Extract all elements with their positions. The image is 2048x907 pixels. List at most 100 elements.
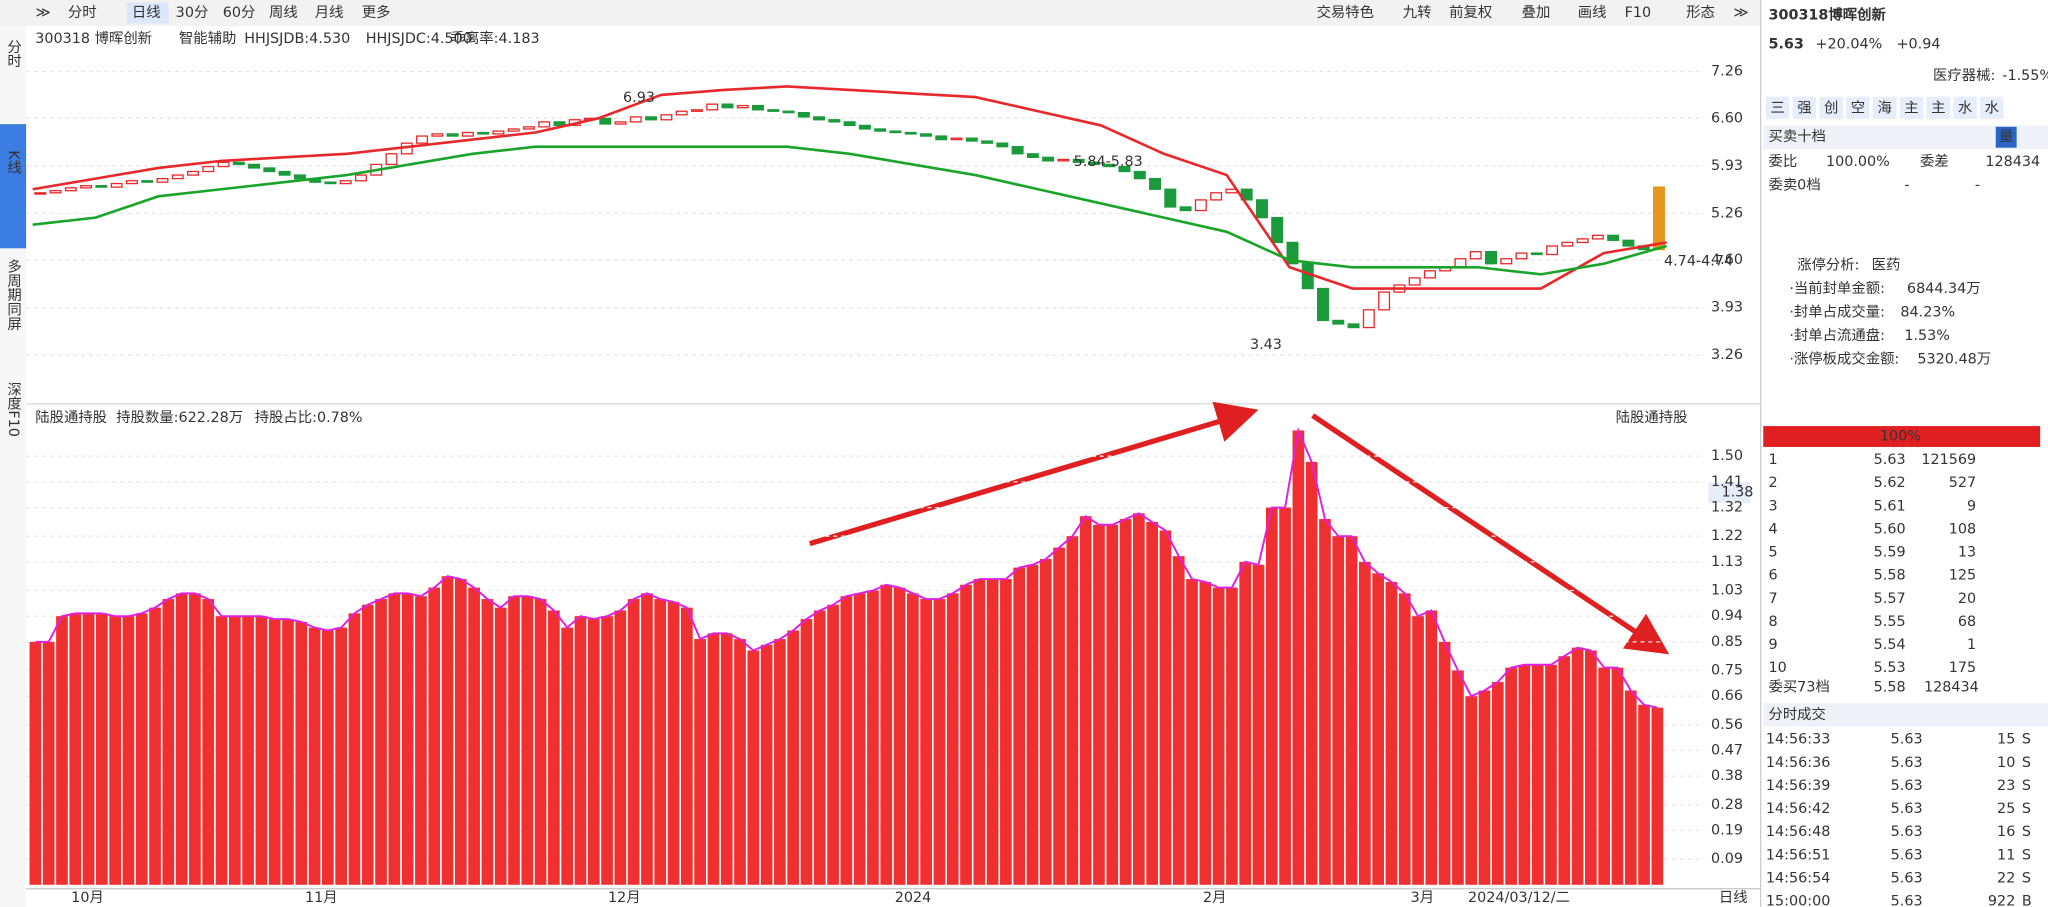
y-tick-label: 1.50 — [1711, 448, 1743, 464]
quote-tab: 主 — [1931, 99, 1945, 116]
candle — [1042, 156, 1055, 162]
upper-band — [32, 85, 1667, 290]
candle — [1087, 161, 1100, 166]
trade-vol: 922 — [1988, 894, 2015, 907]
candle — [125, 180, 138, 185]
candle — [690, 109, 703, 112]
bar — [401, 593, 414, 885]
bar — [1159, 530, 1172, 885]
bar — [56, 616, 68, 885]
y-tick-label: 0.56 — [1711, 717, 1743, 733]
trades-header — [1763, 703, 2048, 727]
bar — [680, 607, 693, 885]
candle — [904, 131, 917, 135]
bid-price: 5.57 — [1874, 591, 1906, 607]
candle — [645, 116, 658, 121]
candle — [278, 170, 291, 176]
assist: 智能辅助 — [179, 30, 236, 47]
bar — [1319, 519, 1331, 885]
candle — [64, 187, 77, 192]
sidebar-item: 分时 — [5, 39, 21, 68]
last-label: 4.74-4.74 — [1664, 253, 1733, 269]
bar — [428, 587, 441, 885]
bar — [82, 613, 95, 885]
bar — [774, 639, 786, 885]
bid-vol: 175 — [1949, 660, 1976, 676]
candle — [1133, 170, 1146, 180]
toolbar-item: ≫ — [1734, 5, 1749, 21]
bar — [1478, 690, 1491, 885]
toolbar-item: 日线 — [132, 4, 161, 21]
candle — [660, 114, 673, 121]
candle — [996, 142, 1009, 148]
bid-price: 5.59 — [1874, 545, 1906, 561]
y-tick-label: 5.93 — [1711, 158, 1743, 174]
limit-label: 涨停分析: — [1797, 256, 1859, 273]
candle — [1332, 319, 1345, 325]
bar — [1624, 690, 1637, 885]
candle — [1362, 309, 1375, 329]
bar — [1651, 707, 1664, 885]
bar — [29, 641, 42, 885]
bid-total-price: 5.58 — [1874, 679, 1906, 695]
limit-value: 6844.34万 — [1907, 281, 1981, 297]
bar — [322, 630, 334, 885]
candle — [1301, 263, 1314, 290]
y-tick-label: 5.26 — [1711, 205, 1743, 221]
book-title: 买卖十档 — [1768, 128, 1825, 145]
bar — [1212, 587, 1225, 885]
quote-name: 300318博晖创新 — [1768, 6, 1886, 24]
bar — [787, 630, 800, 885]
candle — [1149, 177, 1162, 190]
bar — [1305, 461, 1318, 885]
bar — [920, 599, 932, 885]
bar — [1093, 524, 1105, 885]
candle — [202, 165, 215, 173]
high-label: 6.93 — [623, 90, 655, 106]
sector: 医疗器械: — [1933, 67, 1995, 84]
bid-vol: 108 — [1949, 521, 1976, 537]
x-tick-label: 2月 — [1203, 890, 1226, 906]
candle — [874, 128, 887, 132]
bar — [1039, 559, 1052, 885]
trade-price: 5.63 — [1891, 894, 1923, 907]
candle — [675, 110, 688, 116]
bar — [1438, 641, 1451, 885]
candle — [171, 174, 184, 180]
candle — [1408, 277, 1421, 286]
bar — [202, 599, 215, 885]
bid-level: 3 — [1768, 498, 1777, 514]
bid-vol: 527 — [1949, 475, 1976, 491]
y-tick-label: 0.75 — [1711, 662, 1743, 678]
bar — [561, 627, 574, 885]
quote-tab: 水 — [1958, 99, 1972, 116]
book-tab-bg — [1995, 126, 2017, 148]
bid-total-label: 委买73档 — [1768, 678, 1829, 695]
candle — [614, 121, 627, 125]
y-tick-label: 3.93 — [1711, 300, 1743, 316]
bar — [760, 644, 773, 885]
book-tab: 量 — [1999, 129, 2013, 145]
candle — [1011, 146, 1024, 155]
bar — [1518, 664, 1531, 885]
bar — [1279, 507, 1291, 885]
bar — [1053, 547, 1065, 885]
bar — [707, 633, 720, 885]
sector-pct: -1.55% — [2002, 68, 2048, 84]
trade-time: 14:56:51 — [1766, 847, 1830, 863]
candle — [813, 116, 826, 121]
candle — [1530, 252, 1543, 256]
bid-price: 5.54 — [1874, 637, 1906, 653]
candle — [263, 167, 276, 173]
bar — [1186, 579, 1198, 885]
arrow-down — [1311, 413, 1670, 655]
trade-time: 14:56:36 — [1766, 755, 1830, 771]
limit-value: 84.23% — [1900, 304, 1955, 320]
trade-time: 14:56:54 — [1766, 871, 1830, 887]
bar — [162, 599, 175, 885]
cursor-value: 1.38 — [1721, 485, 1753, 501]
bar — [268, 619, 281, 885]
x-tick-label: 2024 — [895, 890, 932, 906]
panel-title: 陆股通持股 — [35, 409, 107, 426]
